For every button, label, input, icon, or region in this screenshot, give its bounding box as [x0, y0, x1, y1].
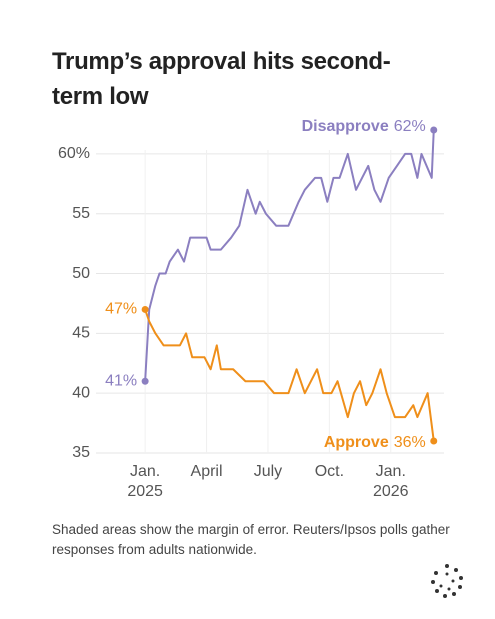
x-tick-label: Jan. 2026 [372, 463, 409, 500]
note: Shaded areas show the margin of error. R… [52, 522, 450, 557]
y-tick-label: 35 [72, 444, 90, 461]
value-label: 41% [105, 372, 137, 389]
end-point [430, 437, 438, 445]
chart-title: Trump’s approval hits second-term low [52, 48, 391, 110]
y-tick-label: 40 [72, 384, 90, 401]
value-label: 62% [394, 118, 426, 135]
end-label: Disapprove 62% [302, 118, 426, 135]
end-point [430, 126, 438, 134]
y-tick-label: 45 [72, 325, 90, 342]
value-label: 36% [394, 434, 426, 451]
x-tick-label: April [190, 463, 223, 480]
series-line [144, 129, 435, 382]
legend-label: Disapprove [302, 118, 389, 135]
x-tick-label: Oct. [314, 463, 345, 480]
end-label: Approve 36% [324, 434, 426, 451]
value-label: 47% [105, 301, 137, 318]
end-point [141, 377, 149, 385]
x-tick-label: July [253, 463, 283, 480]
end-point [141, 305, 149, 313]
x-tick-label: Jan. 2025 [127, 463, 163, 500]
legend-label: Approve [324, 434, 389, 451]
y-tick-label: 55 [72, 205, 90, 222]
series-line [144, 309, 435, 442]
y-tick-label: 50 [72, 265, 90, 282]
y-tick-label: 60% [58, 145, 90, 162]
